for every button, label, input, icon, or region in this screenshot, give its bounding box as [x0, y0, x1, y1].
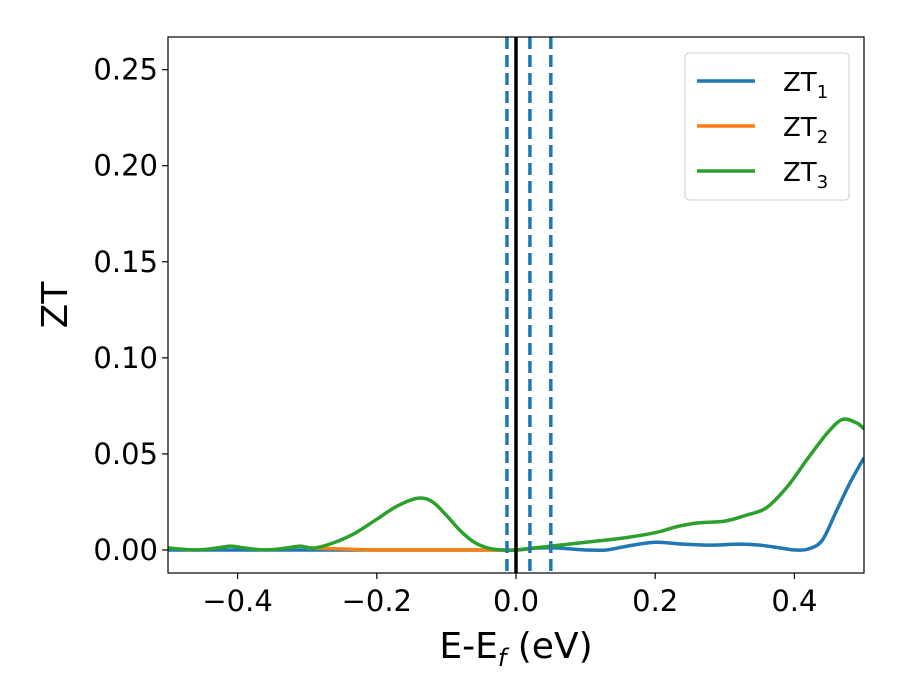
- y-tick-label: 0.20: [93, 149, 158, 183]
- legend: ZT1 ZT2 ZT3: [684, 52, 850, 201]
- legend-label-zt1: ZT1: [783, 68, 828, 103]
- plot-area: [168, 37, 864, 573]
- series-line-zt3: [168, 417, 864, 553]
- y-tick-label: 0.25: [93, 53, 158, 87]
- x-tick-label: 0.2: [632, 584, 678, 618]
- x-axis: −0.4 −0.2 0.0 0.2 0.4: [202, 573, 817, 618]
- series-line-zt2: [307, 546, 516, 552]
- legend-label-zt3: ZT3: [783, 158, 828, 193]
- x-tick-label: −0.4: [202, 584, 272, 618]
- x-axis-label-unit: (eV): [506, 626, 592, 667]
- x-axis-label: E-Ef (eV): [439, 626, 592, 672]
- x-tick-label: 0.4: [771, 584, 817, 618]
- y-tick-label: 0.10: [93, 341, 158, 375]
- y-tick-label: 0.00: [93, 533, 158, 567]
- y-tick-label: 0.05: [93, 437, 158, 471]
- legend-label-zt2: ZT2: [783, 113, 828, 148]
- y-tick-label: 0.15: [93, 245, 158, 279]
- x-tick-label: −0.2: [342, 584, 412, 618]
- y-axis-label: ZT: [35, 281, 76, 329]
- x-tick-label: 0.0: [493, 584, 539, 618]
- y-axis: 0.00 0.05 0.10 0.15 0.20 0.25: [93, 53, 168, 567]
- x-axis-label-main: E-E: [439, 626, 497, 667]
- legend-box: [684, 52, 850, 201]
